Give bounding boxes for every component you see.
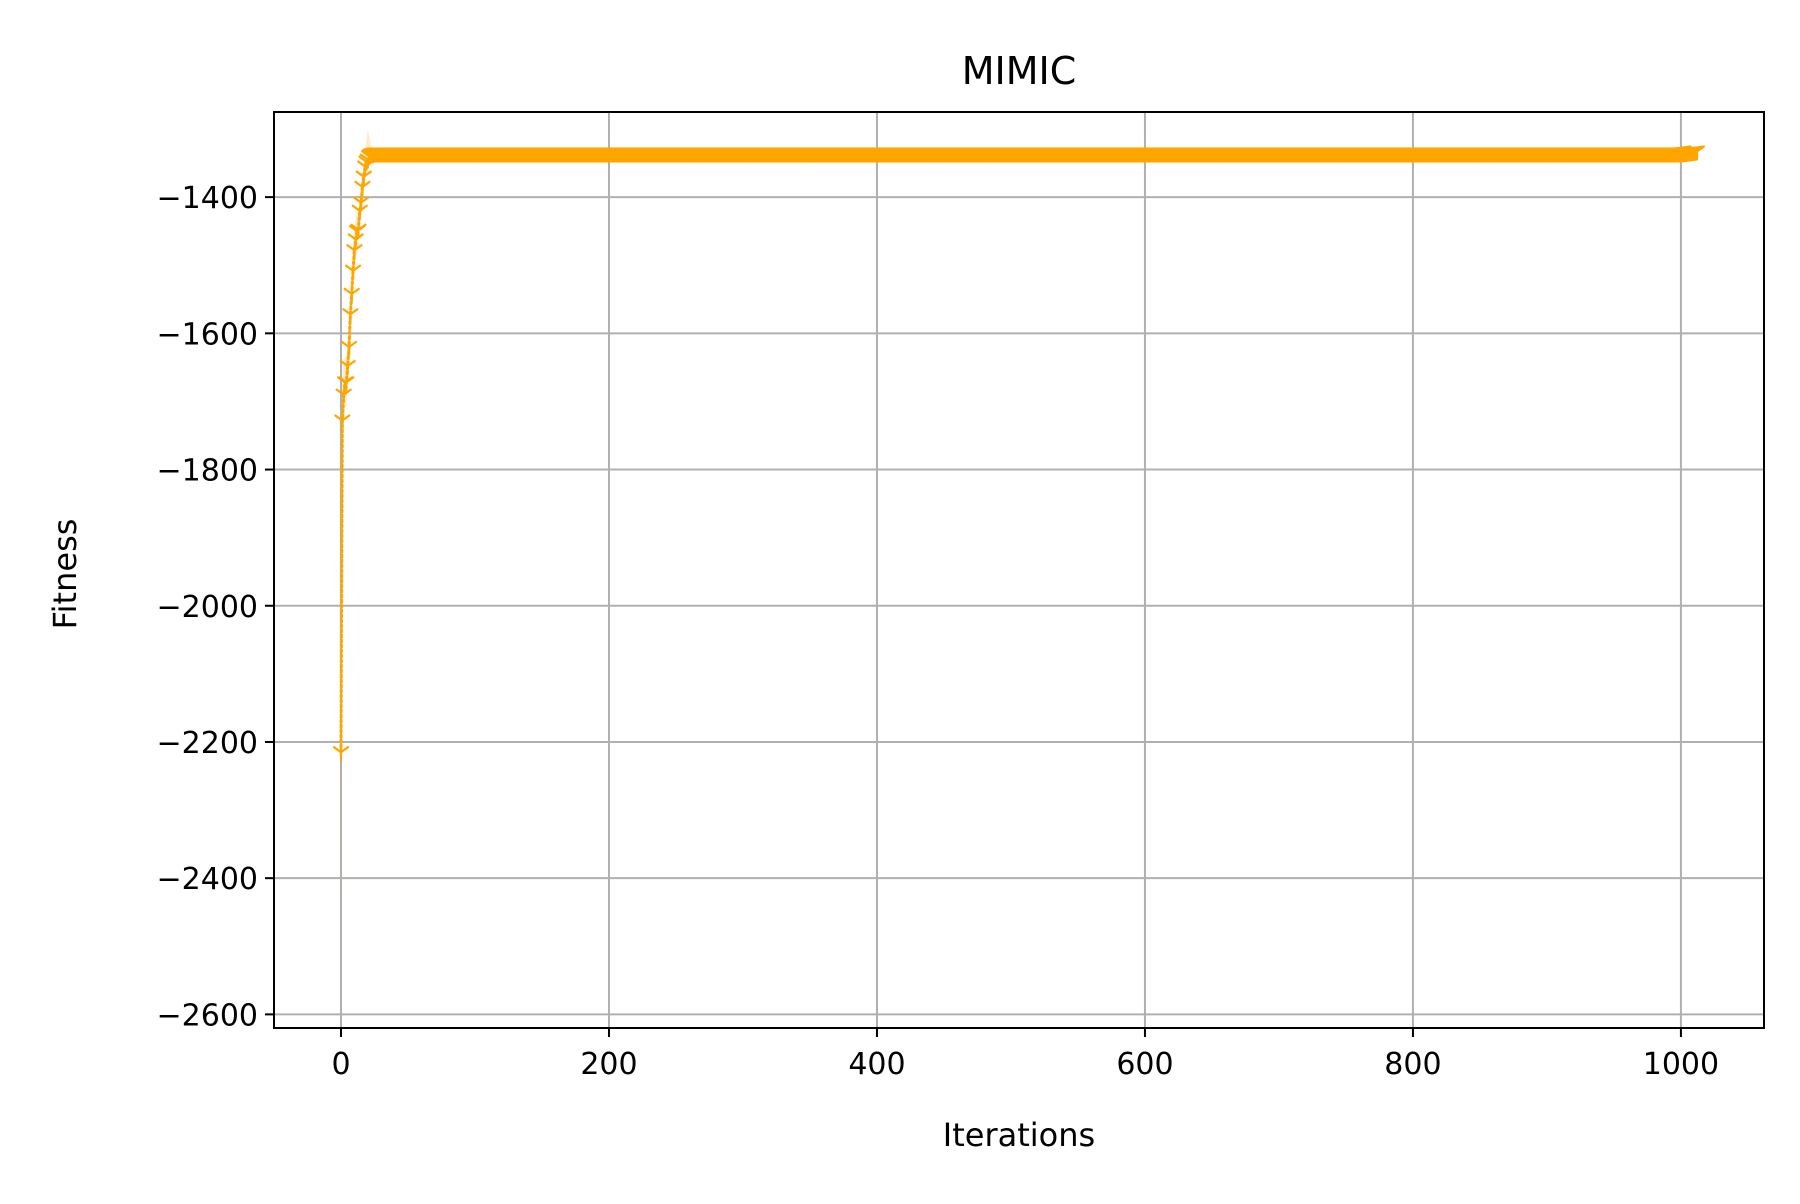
data-point-marker: [355, 170, 372, 186]
data-point-marker: [332, 746, 350, 762]
x-tick-label: 1000: [1643, 1047, 1719, 1082]
chart-title: MIMIC: [962, 49, 1077, 93]
data-point-marker: [352, 196, 370, 212]
y-tick-label: −2000: [157, 590, 258, 625]
data-point-marker: [354, 180, 371, 197]
y-tick-label: −1400: [157, 181, 258, 216]
x-tick-label: 600: [1116, 1047, 1173, 1082]
x-tick-label: 800: [1384, 1047, 1441, 1082]
data-point-marker: [344, 264, 362, 280]
x-tick-label: 400: [848, 1047, 905, 1082]
data-point-marker: [346, 244, 363, 260]
data-point-marker: [350, 223, 367, 239]
y-axis-ticks: −2600 −2400 −2200 −2000 −1800 −1600 −1400: [157, 181, 274, 1033]
y-tick-label: −2200: [157, 726, 258, 761]
y-axis-label: Fitness: [46, 519, 84, 630]
y-tick-label: −1800: [157, 454, 258, 489]
x-tick-label: 0: [331, 1047, 350, 1082]
y-tick-label: −2400: [157, 862, 258, 897]
data-point-marker: [340, 340, 358, 357]
y-tick-label: −1600: [157, 317, 258, 352]
data-point-marker: [351, 204, 368, 220]
x-axis-ticks: 0 200 400 600 800 1000: [331, 1028, 1719, 1082]
grid-lines: [274, 112, 1764, 1028]
data-point-marker: [338, 376, 355, 392]
data-point-marker: [334, 414, 351, 430]
x-axis-label: Iterations: [943, 1116, 1095, 1154]
data-point-marker: [343, 287, 360, 303]
series-markers: [332, 145, 1706, 762]
data-point-marker: [335, 388, 352, 404]
data-point-marker: [1688, 145, 1706, 161]
plot-frame: [273, 111, 1765, 1029]
x-tick-label: 200: [580, 1047, 637, 1082]
data-point-marker: [339, 359, 356, 376]
y-tick-label: −2600: [157, 998, 258, 1033]
data-point-marker: [342, 308, 359, 324]
data-point-marker: [347, 233, 364, 249]
